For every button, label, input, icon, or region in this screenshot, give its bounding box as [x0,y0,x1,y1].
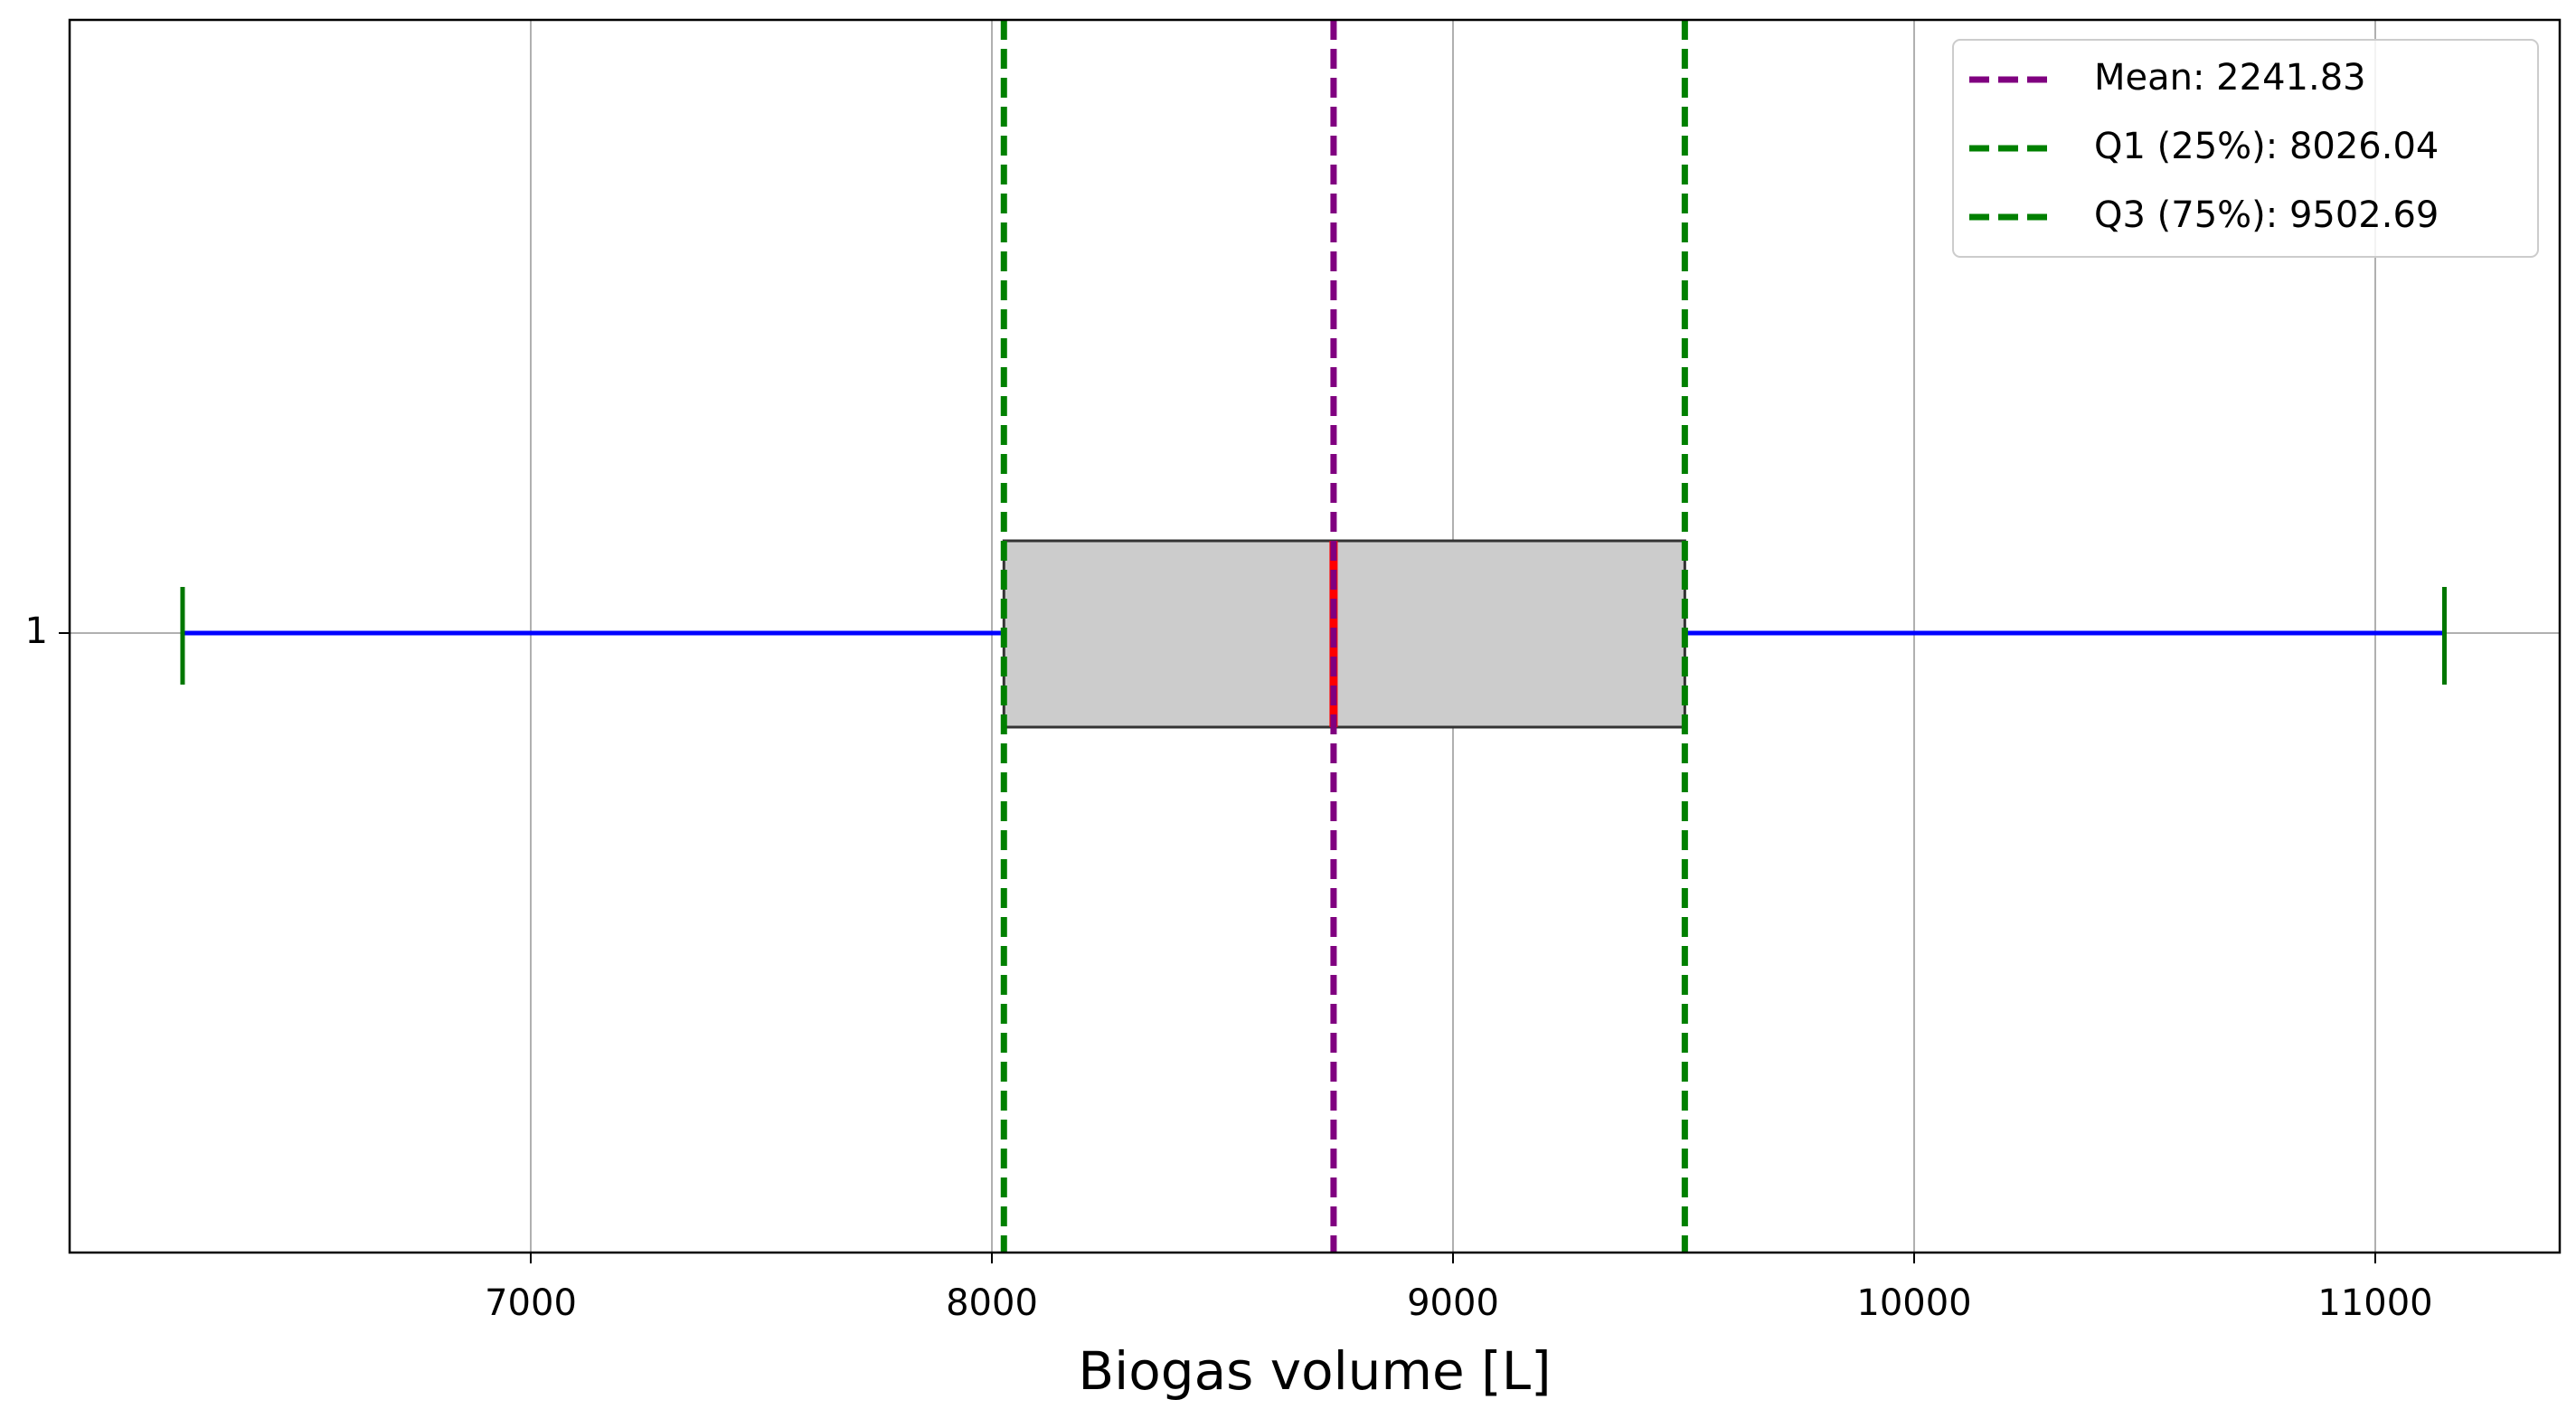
x-tick-label: 9000 [1407,1282,1499,1324]
x-tick-label: 10000 [1856,1282,1971,1324]
plot-frame [68,18,2562,1254]
x-tick-label: 11000 [2317,1282,2432,1324]
box [1002,539,1686,729]
x-axis-label: Biogas volume [L] [1078,1340,1551,1402]
x-tick-label: 7000 [485,1282,577,1324]
legend-label: Mean: 2241.83 [2094,57,2366,99]
legend-label: Q1 (25%): 8026.04 [2094,126,2439,167]
y-tick-label: 1 [25,610,48,652]
legend-label: Q3 (75%): 9502.69 [2094,194,2439,236]
legend-box [1952,39,2539,258]
x-tick-label: 8000 [946,1282,1038,1324]
